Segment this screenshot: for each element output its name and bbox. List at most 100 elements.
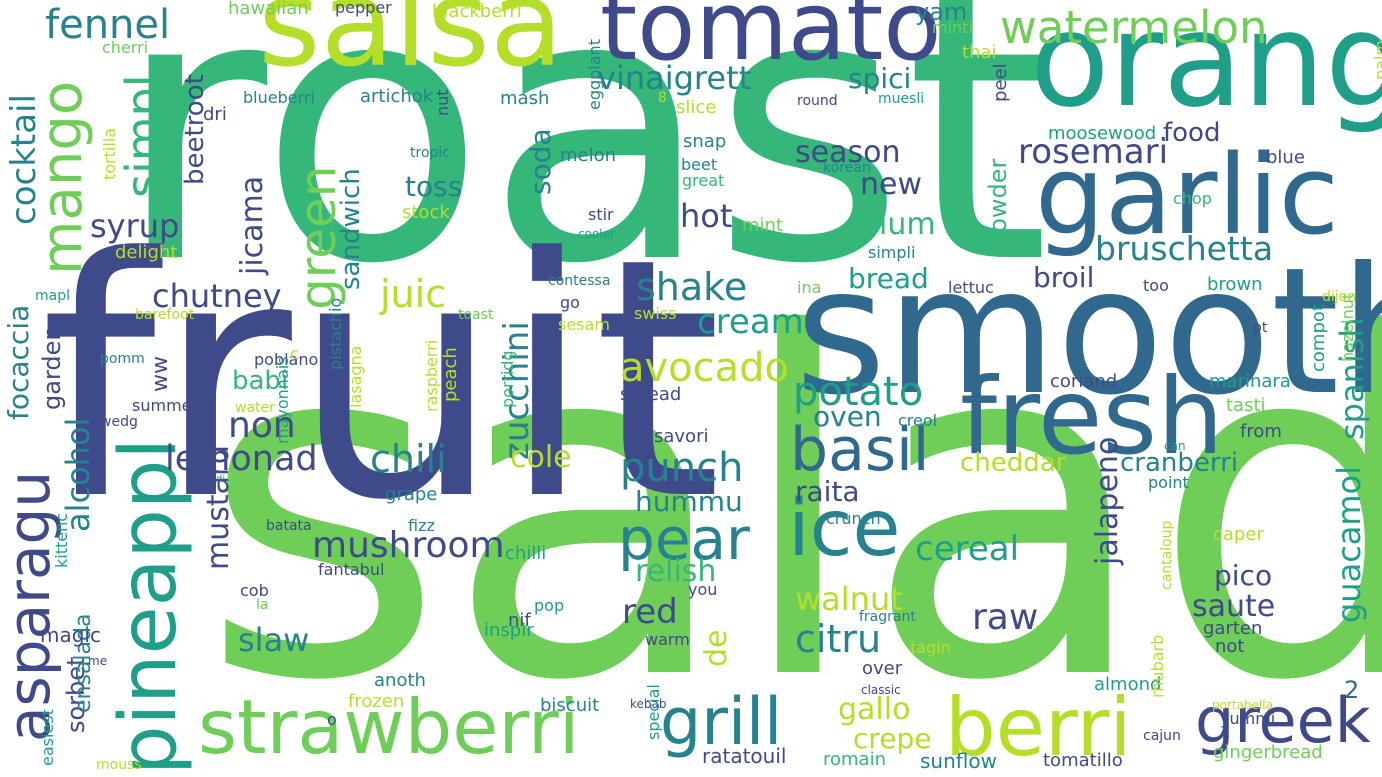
word-smoothi: smoothi <box>795 231 1382 434</box>
word-water: water <box>235 400 275 416</box>
word-bread: bread <box>848 262 929 295</box>
word-di: di <box>216 474 226 485</box>
word-cooler: cooler <box>578 227 615 241</box>
word-caper: caper <box>1213 524 1264 545</box>
word-pomm: pomm <box>100 351 145 367</box>
word-raw: raw <box>972 597 1039 638</box>
word-mint: mint <box>742 215 784 236</box>
word-potato: potato <box>793 369 924 415</box>
word-spici: spici <box>848 62 912 95</box>
word-korean: korean <box>823 160 871 176</box>
word-not: not <box>1215 636 1245 657</box>
word-c: c <box>290 344 299 363</box>
word-compot: compot <box>1308 304 1329 372</box>
word-relish: relish <box>635 554 717 589</box>
word-mash: mash <box>500 88 550 109</box>
word-cantaloup: cantaloup <box>1159 520 1175 590</box>
word-delight: delight <box>115 242 178 263</box>
word-2: 2 <box>1344 676 1360 704</box>
word-lemonad: lemonad <box>165 439 318 479</box>
word-fennel: fennel <box>45 2 171 48</box>
word-new: new <box>860 167 923 202</box>
word-asparagu: asparagu <box>0 470 63 742</box>
word-salad: salad <box>200 236 1382 777</box>
word-season: season <box>795 135 901 170</box>
word-swiss: swiss <box>634 304 677 323</box>
word-garden: garden <box>38 325 66 410</box>
word-pico: pico <box>1214 559 1273 592</box>
word-greek: greek <box>1195 684 1371 757</box>
word-peel: peel <box>990 63 1011 102</box>
word-round: round <box>797 93 838 109</box>
word-citru: citru <box>795 617 882 661</box>
word-biscuit: biscuit <box>540 695 600 716</box>
word-roast: roast <box>115 0 1050 345</box>
word-warm: warm <box>645 630 690 649</box>
word-mouss: mouss <box>96 757 142 773</box>
word-tomato: tomato <box>600 0 942 82</box>
word-soda: soda <box>524 128 557 195</box>
word-rosemari: rosemari <box>1018 132 1169 172</box>
word-you: you <box>688 580 718 599</box>
word-toast: toast <box>458 307 494 323</box>
word-magic: magic <box>40 623 101 647</box>
word-saute: saute <box>1192 589 1276 624</box>
word-spread: spread <box>620 384 682 405</box>
word-beet: beet <box>681 155 718 174</box>
word-hawaiian: hawaiian <box>228 0 309 19</box>
word-portabella: portabella <box>1212 698 1273 712</box>
word-over: over <box>862 658 903 679</box>
word-non: non <box>228 405 296 446</box>
word-nif: nif <box>508 610 531 631</box>
word-shake: shake <box>636 265 748 309</box>
word-orang: orang <box>1030 0 1382 136</box>
word-fantabul: fantabul <box>318 560 385 579</box>
word-ice: ice <box>788 484 901 574</box>
word-bruschetta: bruschetta <box>1095 229 1274 268</box>
word-yam: yam <box>915 0 968 26</box>
word-tagin: tagin <box>910 638 951 657</box>
word-crunch: crunch <box>826 509 881 528</box>
word-gallo: gallo <box>838 692 911 727</box>
word-thai: thai <box>962 42 997 63</box>
word-mushroom: mushroom <box>312 525 505 566</box>
word-rhubarb: rhubarb <box>1148 634 1167 698</box>
word-simpli: simpli <box>868 243 916 262</box>
word-mayonnais: mayonnais <box>273 356 292 444</box>
word-simpl: simpl <box>116 74 170 198</box>
word-babi: babi <box>232 366 289 396</box>
word-easiest: easiest <box>38 709 57 766</box>
word-point: point <box>1148 473 1189 492</box>
word-tomatillo: tomatillo <box>1043 750 1123 771</box>
word-creol: creol <box>898 411 938 430</box>
word-fresh: fresh <box>960 356 1224 478</box>
word-blueberri: blueberri <box>243 88 315 107</box>
word-mapl: mapl <box>35 288 70 304</box>
word-slice: slice <box>676 97 717 118</box>
word-minti: minti <box>932 18 973 37</box>
word-jalapeno: jalapeno <box>1090 436 1125 565</box>
word-cajun: cajun <box>1143 728 1181 744</box>
word-summer: summer <box>132 396 199 415</box>
word-mustard: mustard <box>201 445 236 570</box>
word-cereal: cereal <box>915 529 1020 569</box>
word-inspir: inspir <box>484 620 534 641</box>
word-from: from <box>1240 421 1282 442</box>
word-too: too <box>1143 276 1169 295</box>
word-gingerbread: gingerbread <box>1213 742 1323 763</box>
word-snap: snap <box>683 131 727 152</box>
word-vinaigrett: vinaigrett <box>597 59 752 97</box>
word-contessa: contessa <box>548 273 611 289</box>
word-go: go <box>560 293 580 312</box>
word-poblano: poblano <box>254 350 319 369</box>
word-food: food <box>1163 118 1221 148</box>
word-avocado: avocado <box>620 345 790 391</box>
word-ratatouil: ratatouil <box>702 744 787 768</box>
word-lasagna: lasagna <box>346 345 365 409</box>
word-beetroot: beetroot <box>180 74 210 185</box>
word-special: special <box>644 684 663 740</box>
word-grill: grill <box>660 685 783 760</box>
word-salsa: salsa <box>258 0 564 94</box>
word-porridg: porridg <box>498 350 517 408</box>
